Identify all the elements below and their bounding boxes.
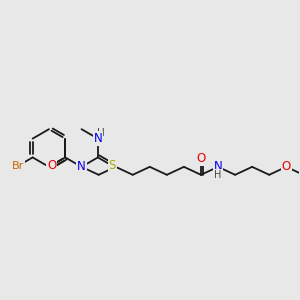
Text: N: N <box>214 160 222 173</box>
Text: S: S <box>109 159 116 172</box>
Text: N: N <box>94 132 102 145</box>
Text: H: H <box>214 170 222 180</box>
Text: Br: Br <box>12 161 24 171</box>
Text: N: N <box>77 160 86 173</box>
Text: O: O <box>282 160 291 173</box>
Text: H: H <box>97 128 105 138</box>
Text: O: O <box>196 152 206 165</box>
Text: O: O <box>47 159 56 172</box>
